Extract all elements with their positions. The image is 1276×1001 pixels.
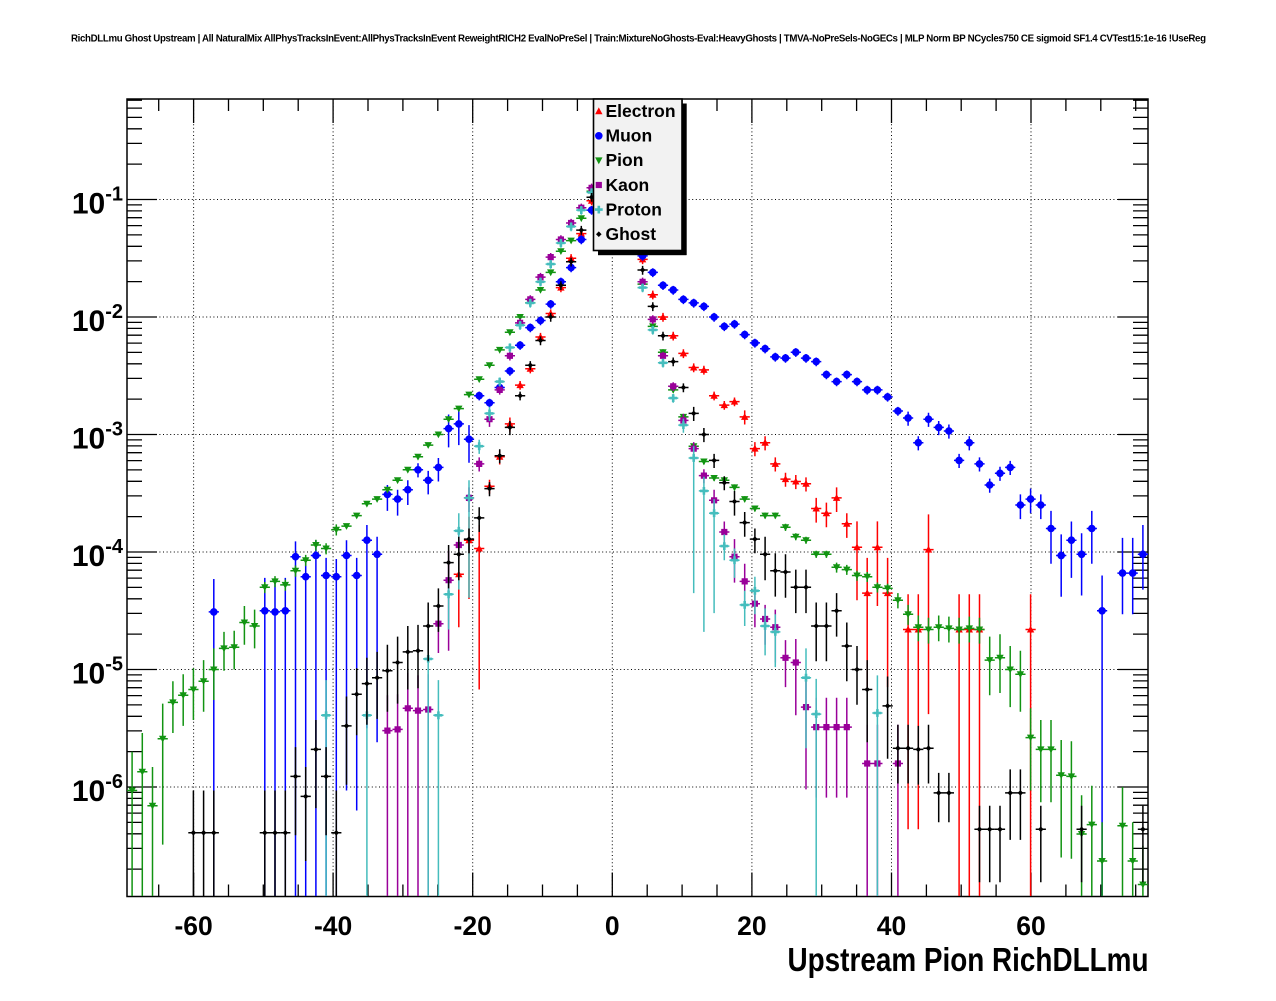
svg-text:Muon: Muon [606,126,653,146]
svg-text:RichDLLmu Ghost Upstream | All: RichDLLmu Ghost Upstream | All NaturalMi… [71,34,1206,45]
svg-text:10-2: 10-2 [72,301,123,338]
svg-text:-60: -60 [174,911,212,941]
svg-text:-40: -40 [314,911,352,941]
svg-text:0: 0 [605,911,620,941]
svg-text:10-6: 10-6 [72,771,123,808]
svg-text:Proton: Proton [606,199,662,219]
svg-text:20: 20 [737,911,766,941]
svg-text:Electron: Electron [606,101,676,121]
svg-text:Pion: Pion [606,150,644,170]
svg-text:40: 40 [877,911,906,941]
svg-text:60: 60 [1016,911,1045,941]
svg-text:Kaon: Kaon [606,175,650,195]
svg-text:-20: -20 [454,911,492,941]
svg-text:Upstream Pion RichDLLmu: Upstream Pion RichDLLmu [788,941,1149,978]
svg-text:Ghost: Ghost [606,224,657,244]
